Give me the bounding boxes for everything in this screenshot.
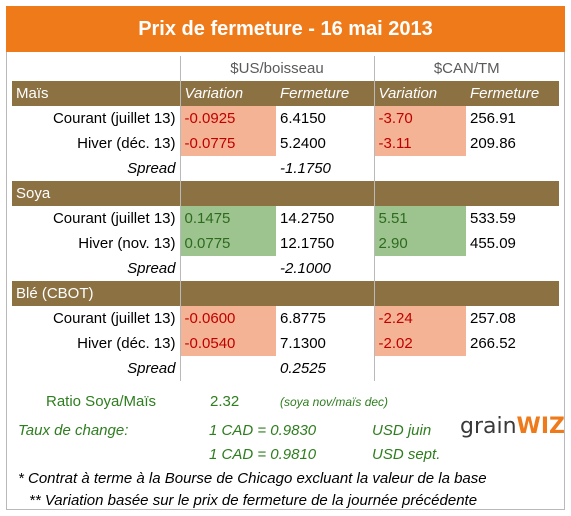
section-name: Soya — [12, 181, 180, 206]
ratio-note: (soya nov/maïs dec) — [280, 395, 389, 409]
spread-empty — [466, 256, 559, 281]
usd-close-header: Fermeture — [276, 81, 374, 106]
spread-empty — [179, 356, 276, 381]
table-row: Courant (juillet 13) 0.1475 14.2750 5.51 533… — [12, 206, 559, 231]
cad-close-header: Fermeture — [466, 81, 559, 106]
section-empty — [179, 281, 276, 306]
exchange-rate-2: 1 CAD = 0.9810 — [209, 446, 317, 463]
footnote-1: * Contrat à terme à la Bourse de Chicago… — [18, 470, 487, 487]
table-row: Hiver (déc. 13) -0.0540 7.1300 -2.02 266.52 — [12, 331, 559, 356]
exchange-unit-1: USD juin — [372, 422, 432, 439]
cad-variation-value: -3.11 — [373, 131, 466, 156]
spread-row: Spread 0.2525 — [12, 356, 559, 381]
cad-variation-value: 5.51 — [373, 206, 466, 231]
section-empty — [466, 281, 559, 306]
table-row: Hiver (déc. 13) -0.0775 5.2400 -3.11 209.86 — [12, 131, 559, 156]
spread-empty — [373, 256, 466, 281]
spread-empty — [466, 156, 559, 181]
spread-value: -2.1000 — [280, 260, 331, 277]
cad-variation-value: -3.70 — [373, 106, 466, 131]
section-header-row: Soya — [12, 181, 559, 206]
spread-empty — [466, 356, 559, 381]
exchange-label: Taux de change: — [18, 422, 129, 439]
section-header-row: Blé (CBOT) — [12, 281, 559, 306]
cad-close-value: 209.86 — [470, 135, 516, 152]
spread-row: Spread -1.1750 — [12, 156, 559, 181]
grainwiz-logo: grainWIZ — [460, 408, 565, 439]
cad-close-value: 257.08 — [470, 310, 516, 327]
section-name: Blé (CBOT) — [12, 281, 180, 306]
spread-value: -1.1750 — [280, 160, 331, 177]
spread-empty — [373, 156, 466, 181]
table-row: Courant (juillet 13) -0.0600 6.8775 -2.24 25… — [12, 306, 559, 331]
usd-close-value: 6.8775 — [280, 310, 326, 327]
section-name: Maïs — [12, 81, 180, 106]
cad-group-header: $CAN/TM — [373, 56, 559, 81]
spread-empty — [179, 156, 276, 181]
ratio-label: Ratio Soya/Maïs — [46, 393, 157, 410]
section-empty — [276, 281, 374, 306]
spread-empty — [179, 256, 276, 281]
cad-variation-value: -2.24 — [373, 306, 466, 331]
section-empty — [179, 181, 276, 206]
usd-variation-value: 0.0775 — [179, 231, 276, 256]
cad-close-value: 256.91 — [470, 110, 516, 127]
exchange-unit-2: USD sept. — [372, 446, 441, 463]
table-row: Courant (juillet 13) -0.0925 6.4150 -3.70 25… — [12, 106, 559, 131]
cad-close-value: 266.52 — [470, 335, 516, 352]
contract-label: Hiver (déc. 13) — [77, 135, 176, 152]
spread-row: Spread -2.1000 — [12, 256, 559, 281]
cad-close-value: 533.59 — [470, 210, 516, 227]
contract-label: Courant (juillet 13) — [52, 210, 176, 227]
currency-header-row: $US/boisseau $CAN/TM — [12, 56, 559, 81]
logo-text-grain: grain — [460, 414, 517, 439]
ratio-value: 2.32 — [210, 393, 240, 410]
section-empty — [466, 181, 559, 206]
section-empty — [373, 181, 466, 206]
usd-variation-value: -0.0775 — [179, 131, 276, 156]
spread-label: Spread — [127, 360, 176, 377]
contract-label: Courant (juillet 13) — [52, 110, 176, 127]
usd-close-value: 7.1300 — [280, 335, 326, 352]
spread-value: 0.2525 — [280, 360, 326, 377]
section-empty — [276, 181, 374, 206]
usd-close-value: 6.4150 — [280, 110, 326, 127]
spread-label: Spread — [127, 160, 176, 177]
cad-close-value: 455.09 — [470, 235, 516, 252]
contract-label: Hiver (déc. 13) — [77, 335, 176, 352]
footnote-2: ** Variation basée sur le prix de fermet… — [29, 492, 478, 509]
usd-variation-header: Variation — [179, 81, 276, 106]
usd-variation-value: -0.0540 — [179, 331, 276, 356]
contract-label: Hiver (nov. 13) — [78, 235, 176, 252]
usd-close-value: 5.2400 — [280, 135, 326, 152]
spread-empty — [373, 356, 466, 381]
usd-close-value: 14.2750 — [280, 210, 335, 227]
cad-variation-header: Variation — [373, 81, 466, 106]
price-table: $US/boisseau $CAN/TM Maïs Variation Fermet… — [12, 56, 559, 381]
spread-label: Spread — [127, 260, 176, 277]
usd-group-header: $US/boisseau — [179, 56, 374, 81]
section-empty — [373, 281, 466, 306]
cad-variation-value: 2.90 — [373, 231, 466, 256]
usd-variation-value: -0.0600 — [179, 306, 276, 331]
usd-variation-value: 0.1475 — [179, 206, 276, 231]
section-header-row: Maïs Variation Fermeture Variation Fermeture — [12, 81, 559, 106]
exchange-rate-1: 1 CAD = 0.9830 — [209, 422, 317, 439]
cad-variation-value: -2.02 — [373, 331, 466, 356]
contract-label: Courant (juillet 13) — [52, 310, 176, 327]
logo-text-wiz: WIZ — [516, 414, 565, 439]
header-empty — [12, 56, 180, 81]
usd-variation-value: -0.0925 — [179, 106, 276, 131]
page-title: Prix de fermeture - 16 mai 2013 — [6, 6, 565, 52]
table-row: Hiver (nov. 13) 0.0775 12.1750 2.90 455.09 — [12, 231, 559, 256]
usd-close-value: 12.1750 — [280, 235, 335, 252]
